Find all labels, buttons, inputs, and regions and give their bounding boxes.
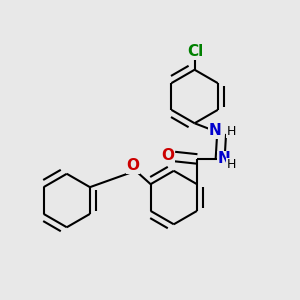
Text: H: H bbox=[226, 125, 236, 138]
Text: O: O bbox=[162, 148, 175, 163]
Text: O: O bbox=[126, 158, 139, 173]
Text: Cl: Cl bbox=[187, 44, 203, 59]
Text: N: N bbox=[217, 152, 230, 166]
Text: N: N bbox=[209, 123, 221, 138]
Text: H: H bbox=[227, 158, 236, 171]
